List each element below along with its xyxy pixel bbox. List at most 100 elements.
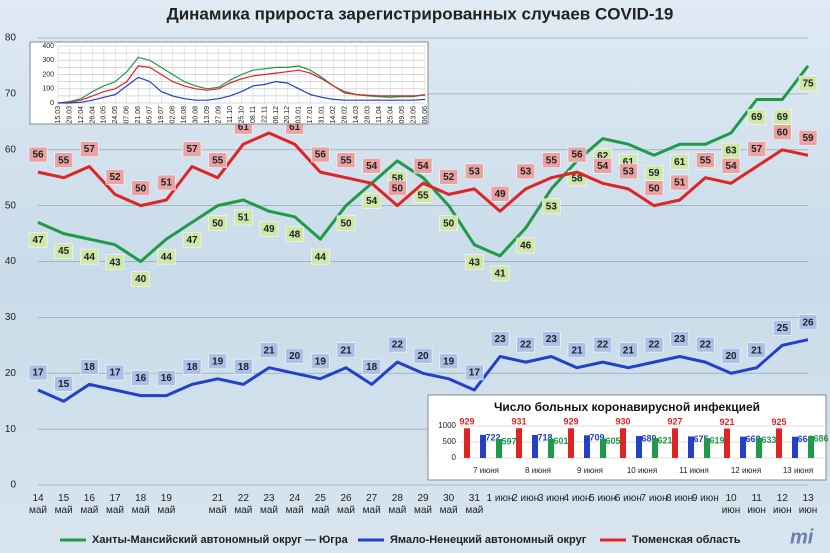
data-label: 44 xyxy=(161,252,173,263)
data-label-box xyxy=(439,353,458,370)
bar xyxy=(672,428,678,458)
data-label-box xyxy=(285,226,304,243)
x-tick-label: 15.03 xyxy=(55,106,62,124)
data-label: 51 xyxy=(238,213,250,224)
x-tick-label: 24 май xyxy=(285,493,304,516)
data-label-box xyxy=(80,359,99,375)
data-label: 61 xyxy=(623,157,635,168)
data-label: 59 xyxy=(802,133,814,144)
data-label-box xyxy=(28,364,48,381)
data-label: 50 xyxy=(443,218,455,229)
data-label: 52 xyxy=(443,172,455,183)
data-label: 22 xyxy=(520,340,532,351)
data-label-box xyxy=(798,314,818,330)
data-label: 619 xyxy=(709,436,724,446)
data-label-box xyxy=(798,75,818,92)
data-label: 43 xyxy=(109,257,121,268)
x-tick-label: 20.12 xyxy=(284,106,291,124)
data-label-box xyxy=(413,158,433,174)
data-label-box xyxy=(362,359,381,375)
data-label: 722 xyxy=(485,432,500,442)
x-tick-label: 02.08 xyxy=(170,106,177,124)
x-tick-label: 7 июня xyxy=(473,466,499,475)
x-tick-label: 18 май xyxy=(131,493,150,516)
legend-label: Ямало-Ненецкий автономный округ xyxy=(390,534,587,546)
bar xyxy=(620,428,626,458)
x-tick-label: 29.03 xyxy=(66,106,73,124)
data-label: 26 xyxy=(802,317,814,328)
data-label: 668 xyxy=(745,434,760,444)
y-tick-label: 30 xyxy=(5,312,17,323)
bar xyxy=(808,436,814,458)
data-label-box xyxy=(721,158,741,174)
y-tick-label: 60 xyxy=(5,144,17,155)
data-label: 21 xyxy=(571,345,583,356)
data-label-box xyxy=(105,254,125,270)
data-label: 16 xyxy=(135,373,147,384)
x-tick-label: 8 июня xyxy=(525,466,551,475)
data-label: 54 xyxy=(597,161,609,172)
data-label: 19 xyxy=(212,356,224,367)
data-label-box xyxy=(490,265,510,282)
data-label: 55 xyxy=(546,155,558,166)
data-label: 22 xyxy=(648,340,660,351)
data-label: 621 xyxy=(657,436,672,446)
data-label-box xyxy=(798,130,818,146)
data-label-box xyxy=(259,342,279,358)
data-label-box xyxy=(465,163,484,180)
data-label-box xyxy=(542,198,561,215)
data-label-box xyxy=(413,187,433,203)
x-tick-label: 26 май xyxy=(336,493,356,516)
x-tick-label: 03.01 xyxy=(296,106,303,124)
x-tick-label: 11 июня xyxy=(679,466,709,475)
x-tick-label: 14.02 xyxy=(330,106,337,124)
data-label-box xyxy=(336,342,356,358)
data-label: 18 xyxy=(238,362,250,373)
data-label: 664 xyxy=(797,434,812,444)
data-label: 59 xyxy=(648,168,660,179)
data-label: 709 xyxy=(589,433,604,443)
data-label: 61 xyxy=(674,157,686,168)
data-label: 16 xyxy=(161,373,173,384)
data-label-box xyxy=(208,152,227,168)
y-tick-label: 80 xyxy=(5,33,17,44)
data-label-box xyxy=(439,169,458,185)
x-tick-label: 10 июн xyxy=(721,493,741,516)
series-line xyxy=(57,65,426,104)
bar xyxy=(600,438,606,458)
x-tick-label: 7 июн xyxy=(640,493,668,504)
x-tick-label: 31.01 xyxy=(319,106,326,124)
data-label-box xyxy=(182,232,202,248)
data-label: 53 xyxy=(520,167,532,178)
data-label-box xyxy=(388,336,407,353)
data-label: 597 xyxy=(501,436,516,446)
bar xyxy=(516,428,522,458)
data-label-box xyxy=(516,237,535,254)
data-label: 23 xyxy=(546,334,558,345)
series-line xyxy=(37,64,810,263)
data-label: 62 xyxy=(597,151,609,162)
data-label: 46 xyxy=(520,241,532,252)
x-tick-label: 1 июн xyxy=(486,493,514,504)
data-label: 55 xyxy=(340,155,352,166)
bar xyxy=(532,435,538,458)
x-tick-label: 23.05 xyxy=(410,106,417,124)
data-label-box xyxy=(336,152,356,168)
legend-label: Тюменская область xyxy=(632,534,741,546)
data-label-box xyxy=(516,336,535,353)
x-tick-label: 13.09 xyxy=(204,106,211,124)
x-tick-label: 21 май xyxy=(208,493,227,516)
data-label-box xyxy=(336,215,356,231)
x-tick-label: 9 июн xyxy=(691,493,719,504)
x-tick-label: 13 июн xyxy=(798,493,818,516)
data-label: 47 xyxy=(186,235,198,246)
data-label-box xyxy=(670,153,689,170)
data-label: 44 xyxy=(84,252,96,263)
data-label: 60 xyxy=(777,127,789,138)
data-label: 17 xyxy=(109,368,121,379)
data-label-box xyxy=(208,353,227,370)
data-label: 929 xyxy=(563,417,578,427)
data-label: 56 xyxy=(571,150,583,161)
data-label-box xyxy=(721,348,741,364)
data-label: 718 xyxy=(537,432,552,442)
